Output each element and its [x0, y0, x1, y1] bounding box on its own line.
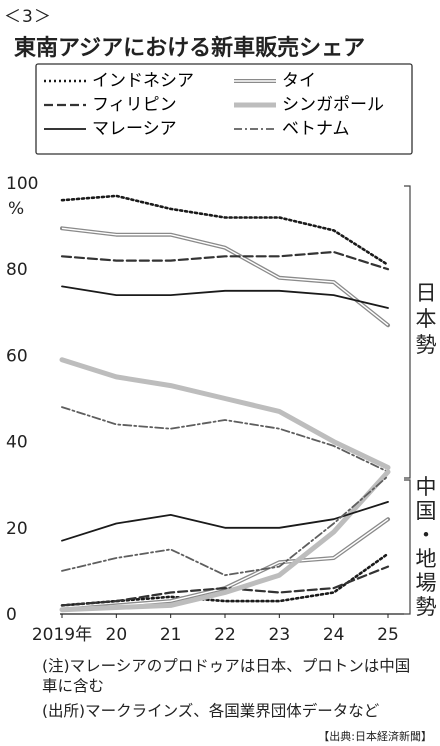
y-tick-label: 60	[6, 346, 28, 366]
legend-label-thailand: タイ	[282, 71, 316, 91]
y-tick-label: 80	[6, 260, 28, 280]
chart-title: 東南アジアにおける新車販売シェア	[14, 36, 366, 61]
x-tick-label: 22	[214, 625, 236, 645]
legend-item-philippines: フィリピン	[44, 95, 177, 115]
legend-label-indonesia: インドネシア	[92, 71, 194, 91]
japan-bracket	[404, 185, 411, 479]
x-tick-label: 23	[269, 625, 291, 645]
thailand-china-line-inner	[61, 518, 389, 611]
legend-label-philippines: フィリピン	[92, 95, 177, 115]
japan-bracket-label: 日本勢	[416, 281, 437, 357]
x-tick-label: 24	[323, 625, 345, 645]
legend-item-vietnam: ベトナム	[234, 119, 350, 139]
y-tick-label: 0	[6, 605, 17, 625]
thailand-japan-line-inner	[61, 227, 389, 326]
footnote-note: (注)マレーシアのプロドゥアは日本、プロトンは中国車に含む	[42, 657, 411, 695]
x-tick-label: 2019年	[32, 625, 92, 645]
philippines-china-line	[60, 565, 390, 607]
china-bracket-label: 中国・地場勢	[416, 475, 437, 619]
vietnam-china-line	[61, 475, 389, 577]
singapore-japan-line	[59, 357, 391, 470]
legend-item-singapore: シンガポール	[234, 95, 384, 115]
x-axis-ticks: 2019年 20 21 22 23 24 25	[32, 614, 399, 645]
vietnam-japan-line	[61, 406, 389, 473]
figure-number: ＜3＞	[4, 7, 52, 27]
thailand-japan-line	[60, 226, 390, 328]
legend-label-malaysia: マレーシア	[92, 119, 177, 139]
legend-box	[35, 63, 413, 155]
legend-item-thailand: タイ	[234, 71, 316, 91]
y-tick-label: 100	[6, 174, 38, 194]
indonesia-japan-line	[60, 194, 390, 267]
legend-item-malaysia: マレーシア	[44, 119, 177, 139]
malaysia-japan-line	[61, 285, 389, 309]
thailand-china-line	[60, 517, 390, 612]
y-axis-unit: %	[8, 199, 24, 219]
x-tick-label: 20	[106, 625, 128, 645]
series-layer	[59, 194, 391, 613]
china-bracket	[404, 479, 411, 615]
malaysia-china-line	[61, 501, 389, 542]
legend-item-indonesia: インドネシア	[44, 71, 194, 91]
footnote-source: (出所)マークラインズ、各国業界団体データなど	[42, 702, 380, 720]
singapore-china-line	[59, 469, 391, 613]
philippines-japan-line	[60, 250, 390, 271]
y-tick-label: 40	[6, 433, 28, 453]
y-tick-label: 20	[6, 519, 28, 539]
indonesia-china-line	[60, 552, 390, 607]
x-tick-label: 21	[160, 625, 182, 645]
x-tick-label: 25	[377, 625, 399, 645]
y-axis-ticks: 0 20 40 60 80 100	[6, 174, 38, 625]
legend-label-vietnam: ベトナム	[282, 119, 350, 139]
legend-label-singapore: シンガポール	[282, 95, 384, 115]
source-credit: 【出典:日本経済新聞】	[318, 730, 432, 743]
